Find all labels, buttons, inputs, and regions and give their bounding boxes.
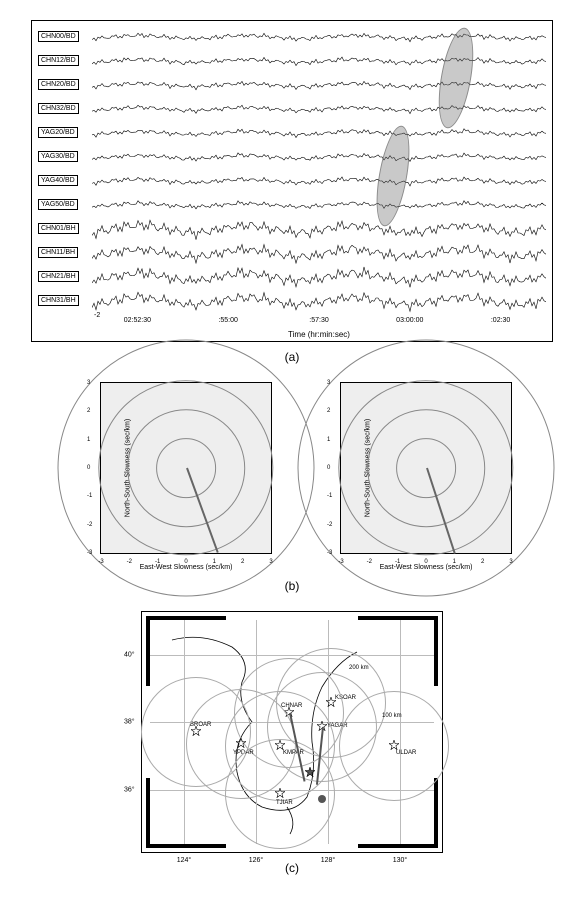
fk-tick: -1 (87, 493, 92, 499)
bottom-left-tick: -2 (94, 312, 100, 319)
waveform-trace (92, 265, 546, 291)
waveform-row: CHN32/BD (32, 97, 552, 123)
fk-tick: 0 (424, 559, 427, 565)
fk-tick: -1 (395, 559, 400, 565)
waveform-row: YAG50/BD (32, 193, 552, 219)
fk-tick: 2 (327, 408, 330, 414)
waveform-row: YAG20/BD (32, 121, 552, 147)
waveform-row: CHN00/BD (32, 25, 552, 51)
waveform-trace (92, 289, 546, 315)
waveform-trace (92, 121, 546, 147)
waveform-row: YAG30/BD (32, 145, 552, 171)
waveform-trace (92, 169, 546, 195)
fk-tick: -1 (327, 493, 332, 499)
lat-label: 40° (124, 652, 135, 659)
fk-tick: 3 (87, 380, 90, 386)
fk-tick: 1 (327, 437, 330, 443)
fk-tick: 1 (87, 437, 90, 443)
fk-tick: 3 (269, 559, 272, 565)
fk-tick: -1 (155, 559, 160, 565)
waveform-trace (92, 73, 546, 99)
waveform-trace (92, 241, 546, 267)
waveform-trace (92, 145, 546, 171)
fk-tick: 3 (327, 380, 330, 386)
waveform-row: CHN01/BH (32, 217, 552, 243)
waveform-trace (92, 193, 546, 219)
figure-b-fk: North-South Slowness (sec/km) -3-3-2-2-1… (72, 382, 512, 571)
lon-label: 130° (393, 857, 407, 864)
fk-tick: 3 (509, 559, 512, 565)
range-label: 200 km (349, 665, 369, 671)
waveform-trace (92, 97, 546, 123)
channel-label: CHN32/BD (38, 103, 79, 114)
fk-tick: 1 (213, 559, 216, 565)
fk-tick: -2 (367, 559, 372, 565)
channel-label: YAG40/BD (38, 175, 78, 186)
range-label: 100 km (382, 713, 402, 719)
time-tick: 02:52:30 (124, 317, 151, 324)
channel-label: CHN12/BD (38, 55, 79, 66)
time-axis: 02:52:30 :55:00 :57:30 03:00:00 :02:30 Time … (92, 317, 546, 339)
fk-tick: -3 (98, 559, 103, 565)
fk-tick: 0 (327, 465, 330, 471)
lon-label: 128° (321, 857, 335, 864)
waveform-row: YAG40/BD (32, 169, 552, 195)
fk-tick: -3 (338, 559, 343, 565)
fk-tick: 2 (87, 408, 90, 414)
fk-tick: -3 (87, 550, 92, 556)
grid-line (150, 655, 434, 656)
waveform-trace (92, 49, 546, 75)
station-label: TJIAR (276, 800, 293, 806)
fk-tick: -2 (327, 522, 332, 528)
channel-label: YAG30/BD (38, 151, 78, 162)
waveform-row: CHN20/BD (32, 73, 552, 99)
channel-label: CHN11/BH (38, 247, 78, 258)
time-tick: :55:00 (218, 317, 237, 324)
fk-tick: 2 (241, 559, 244, 565)
channel-label: YAG50/BD (38, 199, 78, 210)
fk-tick: -2 (87, 522, 92, 528)
time-tick: :02:30 (491, 317, 510, 324)
channel-label: CHN21/BH (38, 271, 79, 282)
fk-tick: 1 (453, 559, 456, 565)
channel-label: CHN20/BD (38, 79, 79, 90)
fk-tick: -3 (327, 550, 332, 556)
waveform-row: CHN11/BH (32, 241, 552, 267)
fk-plot-right: North-South Slowness (sec/km) -3-3-2-2-1… (340, 382, 512, 554)
lat-label: 38° (124, 719, 135, 726)
lon-label: 126° (249, 857, 263, 864)
fk-tick: -2 (127, 559, 132, 565)
figure-c-map: KSOARCHNARYAGARBROARYPDARKMPARTJIARULDAR… (141, 611, 443, 853)
channel-label: CHN01/BH (38, 223, 79, 234)
channel-label: CHN31/BH (38, 295, 79, 306)
xlabel: Time (hr:min:sec) (288, 330, 350, 339)
station-label: ULDAR (396, 750, 416, 756)
fk-tick: 0 (184, 559, 187, 565)
lon-label: 124° (177, 857, 191, 864)
fk-panel-right: North-South Slowness (sec/km) -3-3-2-2-1… (312, 382, 512, 571)
waveform-trace (92, 25, 546, 51)
fk-tick: 2 (481, 559, 484, 565)
fk-panel-left: North-South Slowness (sec/km) -3-3-2-2-1… (72, 382, 272, 571)
figure-a-waveforms: CHN00/BD CHN12/BD CHN20/BD CHN32/BD YAG20/BD… (31, 20, 553, 342)
waveform-row: CHN12/BD (32, 49, 552, 75)
fk-tick: 0 (87, 465, 90, 471)
waveform-row: CHN31/BH (32, 289, 552, 315)
channel-label: YAG20/BD (38, 127, 78, 138)
lat-label: 36° (124, 786, 135, 793)
waveform-row: CHN21/BH (32, 265, 552, 291)
fk-plot-left: North-South Slowness (sec/km) -3-3-2-2-1… (100, 382, 272, 554)
channel-label: CHN00/BD (38, 31, 79, 42)
time-tick: :57:30 (309, 317, 328, 324)
time-tick: 03:00:00 (396, 317, 423, 324)
station-marker (275, 788, 285, 800)
caption-b: (b) (10, 579, 574, 593)
caption-c: (c) (10, 861, 574, 875)
waveform-trace (92, 217, 546, 243)
result-star (305, 767, 315, 779)
